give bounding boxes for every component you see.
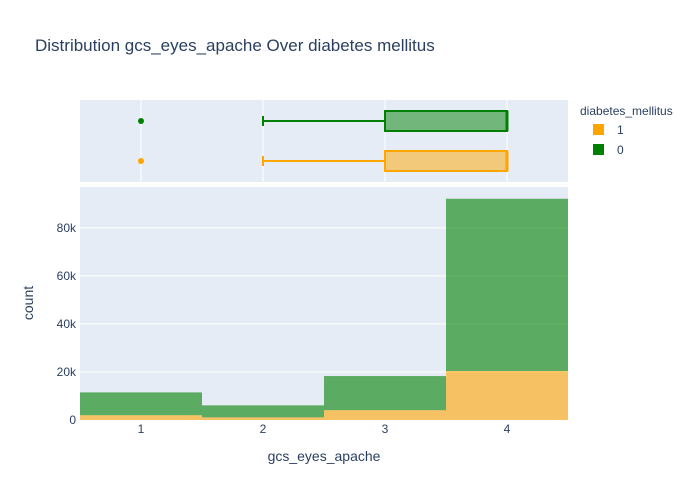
- bar-0-4: [446, 198, 568, 371]
- legend-swatch-1[interactable]: [593, 124, 604, 135]
- bar-0-3: [324, 376, 446, 411]
- histogram-bars: [80, 198, 568, 420]
- outlier-1: [138, 158, 144, 164]
- legend[interactable]: diabetes_mellitus 1 0: [580, 104, 673, 157]
- bar-0-2: [202, 405, 324, 418]
- bar-1-1: [80, 415, 202, 420]
- y-axis-ticks: 0 20k 40k 60k 80k: [57, 221, 77, 427]
- boxplots: [138, 110, 509, 172]
- y-tick-label: 20k: [57, 365, 77, 379]
- x-axis-title: gcs_eyes_apache: [268, 448, 381, 464]
- y-axis-title: count: [20, 286, 36, 320]
- legend-swatch-0[interactable]: [593, 144, 604, 155]
- outlier-0: [138, 118, 144, 124]
- chart-title: Distribution gcs_eyes_apache Over diabet…: [35, 36, 435, 55]
- legend-title: diabetes_mellitus: [580, 104, 673, 118]
- box-1: [384, 150, 508, 172]
- x-tick-label: 1: [138, 422, 145, 436]
- bar-1-2: [202, 417, 324, 420]
- x-tick-label: 4: [504, 422, 511, 436]
- legend-label-0[interactable]: 0: [617, 143, 624, 157]
- y-tick-label: 40k: [57, 317, 77, 331]
- x-tick-label: 3: [382, 422, 389, 436]
- box-0: [384, 110, 508, 132]
- bar-1-4: [446, 370, 568, 420]
- bar-1-3: [324, 410, 446, 420]
- bar-0-1: [80, 392, 202, 416]
- legend-label-1[interactable]: 1: [617, 123, 624, 137]
- y-tick-label: 0: [69, 413, 76, 427]
- x-tick-label: 2: [260, 422, 267, 436]
- x-axis-ticks: 1 2 3 4: [138, 422, 511, 436]
- y-tick-label: 60k: [57, 269, 77, 283]
- y-tick-label: 80k: [57, 221, 77, 235]
